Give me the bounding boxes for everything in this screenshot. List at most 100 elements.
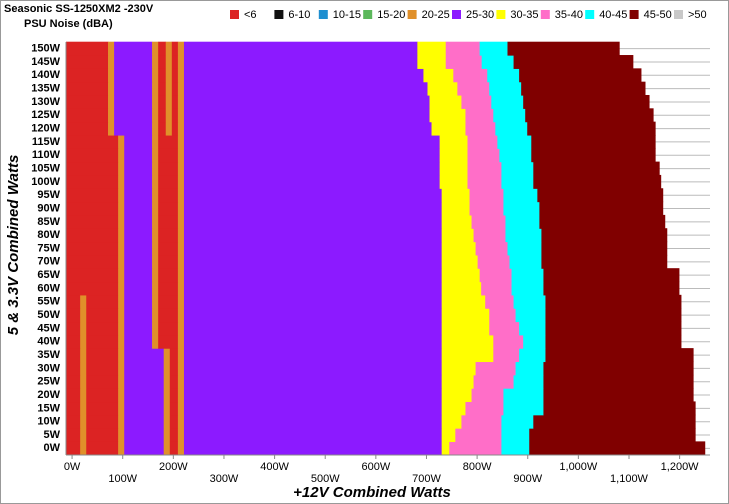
heat-cell xyxy=(183,81,428,96)
heat-cell xyxy=(503,388,544,403)
heat-cell xyxy=(152,188,159,203)
heat-cell xyxy=(445,55,482,69)
heat-cell xyxy=(441,268,480,283)
y-tick-label: 0W xyxy=(44,442,61,454)
heat-cell xyxy=(158,294,179,309)
x-tick-label: 900W xyxy=(513,473,542,485)
heat-cell xyxy=(124,348,165,363)
heat-cell xyxy=(503,201,540,216)
heat-cell xyxy=(80,308,87,323)
y-tick-label: 60W xyxy=(37,282,60,294)
heat-cell xyxy=(118,228,125,243)
heat-cell xyxy=(519,348,546,363)
heat-cell xyxy=(177,41,185,56)
heat-cell xyxy=(163,361,171,376)
heat-cell xyxy=(108,55,115,69)
heat-cell xyxy=(124,188,153,203)
heat-cell xyxy=(158,148,179,163)
heat-cell xyxy=(118,214,125,229)
heat-cell xyxy=(124,268,153,283)
heat-cell xyxy=(183,188,442,203)
heat-cell xyxy=(545,294,682,309)
heat-cell xyxy=(441,321,490,336)
heat-cell xyxy=(124,441,165,456)
heat-cell xyxy=(439,161,468,176)
heat-cell xyxy=(177,254,185,269)
y-tick-label: 50W xyxy=(37,309,60,321)
heat-cell xyxy=(183,174,440,189)
heat-cell xyxy=(114,41,153,56)
heat-cell xyxy=(471,214,506,229)
heat-cell xyxy=(515,308,546,323)
heat-cell xyxy=(124,214,153,229)
heat-cell xyxy=(66,41,109,56)
heat-cell xyxy=(183,441,442,456)
heat-cell xyxy=(183,401,442,416)
heat-cell xyxy=(152,121,159,136)
heat-cell xyxy=(158,108,167,123)
heat-cell xyxy=(66,268,119,283)
heat-cell xyxy=(66,108,109,123)
heat-cell xyxy=(499,148,532,163)
heat-cell xyxy=(429,108,466,123)
heat-cell xyxy=(124,254,153,269)
heat-cell xyxy=(118,401,125,416)
heat-cell xyxy=(169,388,179,403)
legend-label: 40-45 xyxy=(599,9,627,21)
heat-cell xyxy=(543,361,694,376)
heat-cell xyxy=(501,414,534,429)
chart-subtitle: PSU Noise (dBA) xyxy=(24,18,113,30)
heat-cell xyxy=(152,55,159,69)
heat-cell xyxy=(183,94,430,109)
legend-swatch xyxy=(230,10,239,19)
heat-cell xyxy=(86,428,119,442)
heat-cell xyxy=(171,121,179,136)
heat-cell xyxy=(158,254,179,269)
heat-cell xyxy=(479,41,508,56)
heat-cell xyxy=(519,321,546,336)
heat-cell xyxy=(152,254,159,269)
legend-label: 10-15 xyxy=(333,9,361,21)
heat-cell xyxy=(489,81,522,96)
heat-cell xyxy=(124,401,165,416)
heat-cell xyxy=(511,268,544,283)
heat-cell xyxy=(441,188,470,203)
heat-cell xyxy=(177,108,185,123)
heat-cell xyxy=(165,121,173,136)
heat-cell xyxy=(158,201,179,216)
heat-cell xyxy=(118,348,125,363)
heat-cell xyxy=(177,148,185,163)
heat-cell xyxy=(543,374,694,389)
heat-cell xyxy=(511,281,544,296)
heat-cell xyxy=(66,201,119,216)
heat-cell xyxy=(177,121,185,136)
heat-cell xyxy=(455,428,502,442)
heat-cell xyxy=(525,108,654,123)
heat-cell xyxy=(124,174,153,189)
heat-cell xyxy=(86,321,119,336)
heat-cell xyxy=(66,308,81,323)
heat-cell xyxy=(152,108,159,123)
heat-cell xyxy=(66,214,119,229)
heat-cell xyxy=(497,134,532,149)
heat-cell xyxy=(171,81,179,96)
heat-cell xyxy=(501,174,534,189)
y-tick-label: 85W xyxy=(37,216,60,228)
legend-label: <6 xyxy=(244,9,257,21)
heat-cell xyxy=(158,55,167,69)
heat-cell xyxy=(177,281,185,296)
heat-cell xyxy=(183,121,432,136)
heat-cell xyxy=(183,148,440,163)
legend-swatch xyxy=(407,10,417,19)
heat-cell xyxy=(171,55,179,69)
heat-cell xyxy=(152,334,159,349)
heat-cell xyxy=(66,441,81,456)
heat-cell xyxy=(66,94,109,109)
legend-label: 45-50 xyxy=(644,9,672,21)
heat-cell xyxy=(485,294,514,309)
heat-cell xyxy=(163,428,171,442)
heat-cell xyxy=(183,428,442,442)
heat-cell xyxy=(124,334,153,349)
heat-cell xyxy=(80,334,87,349)
y-tick-label: 20W xyxy=(37,389,60,401)
